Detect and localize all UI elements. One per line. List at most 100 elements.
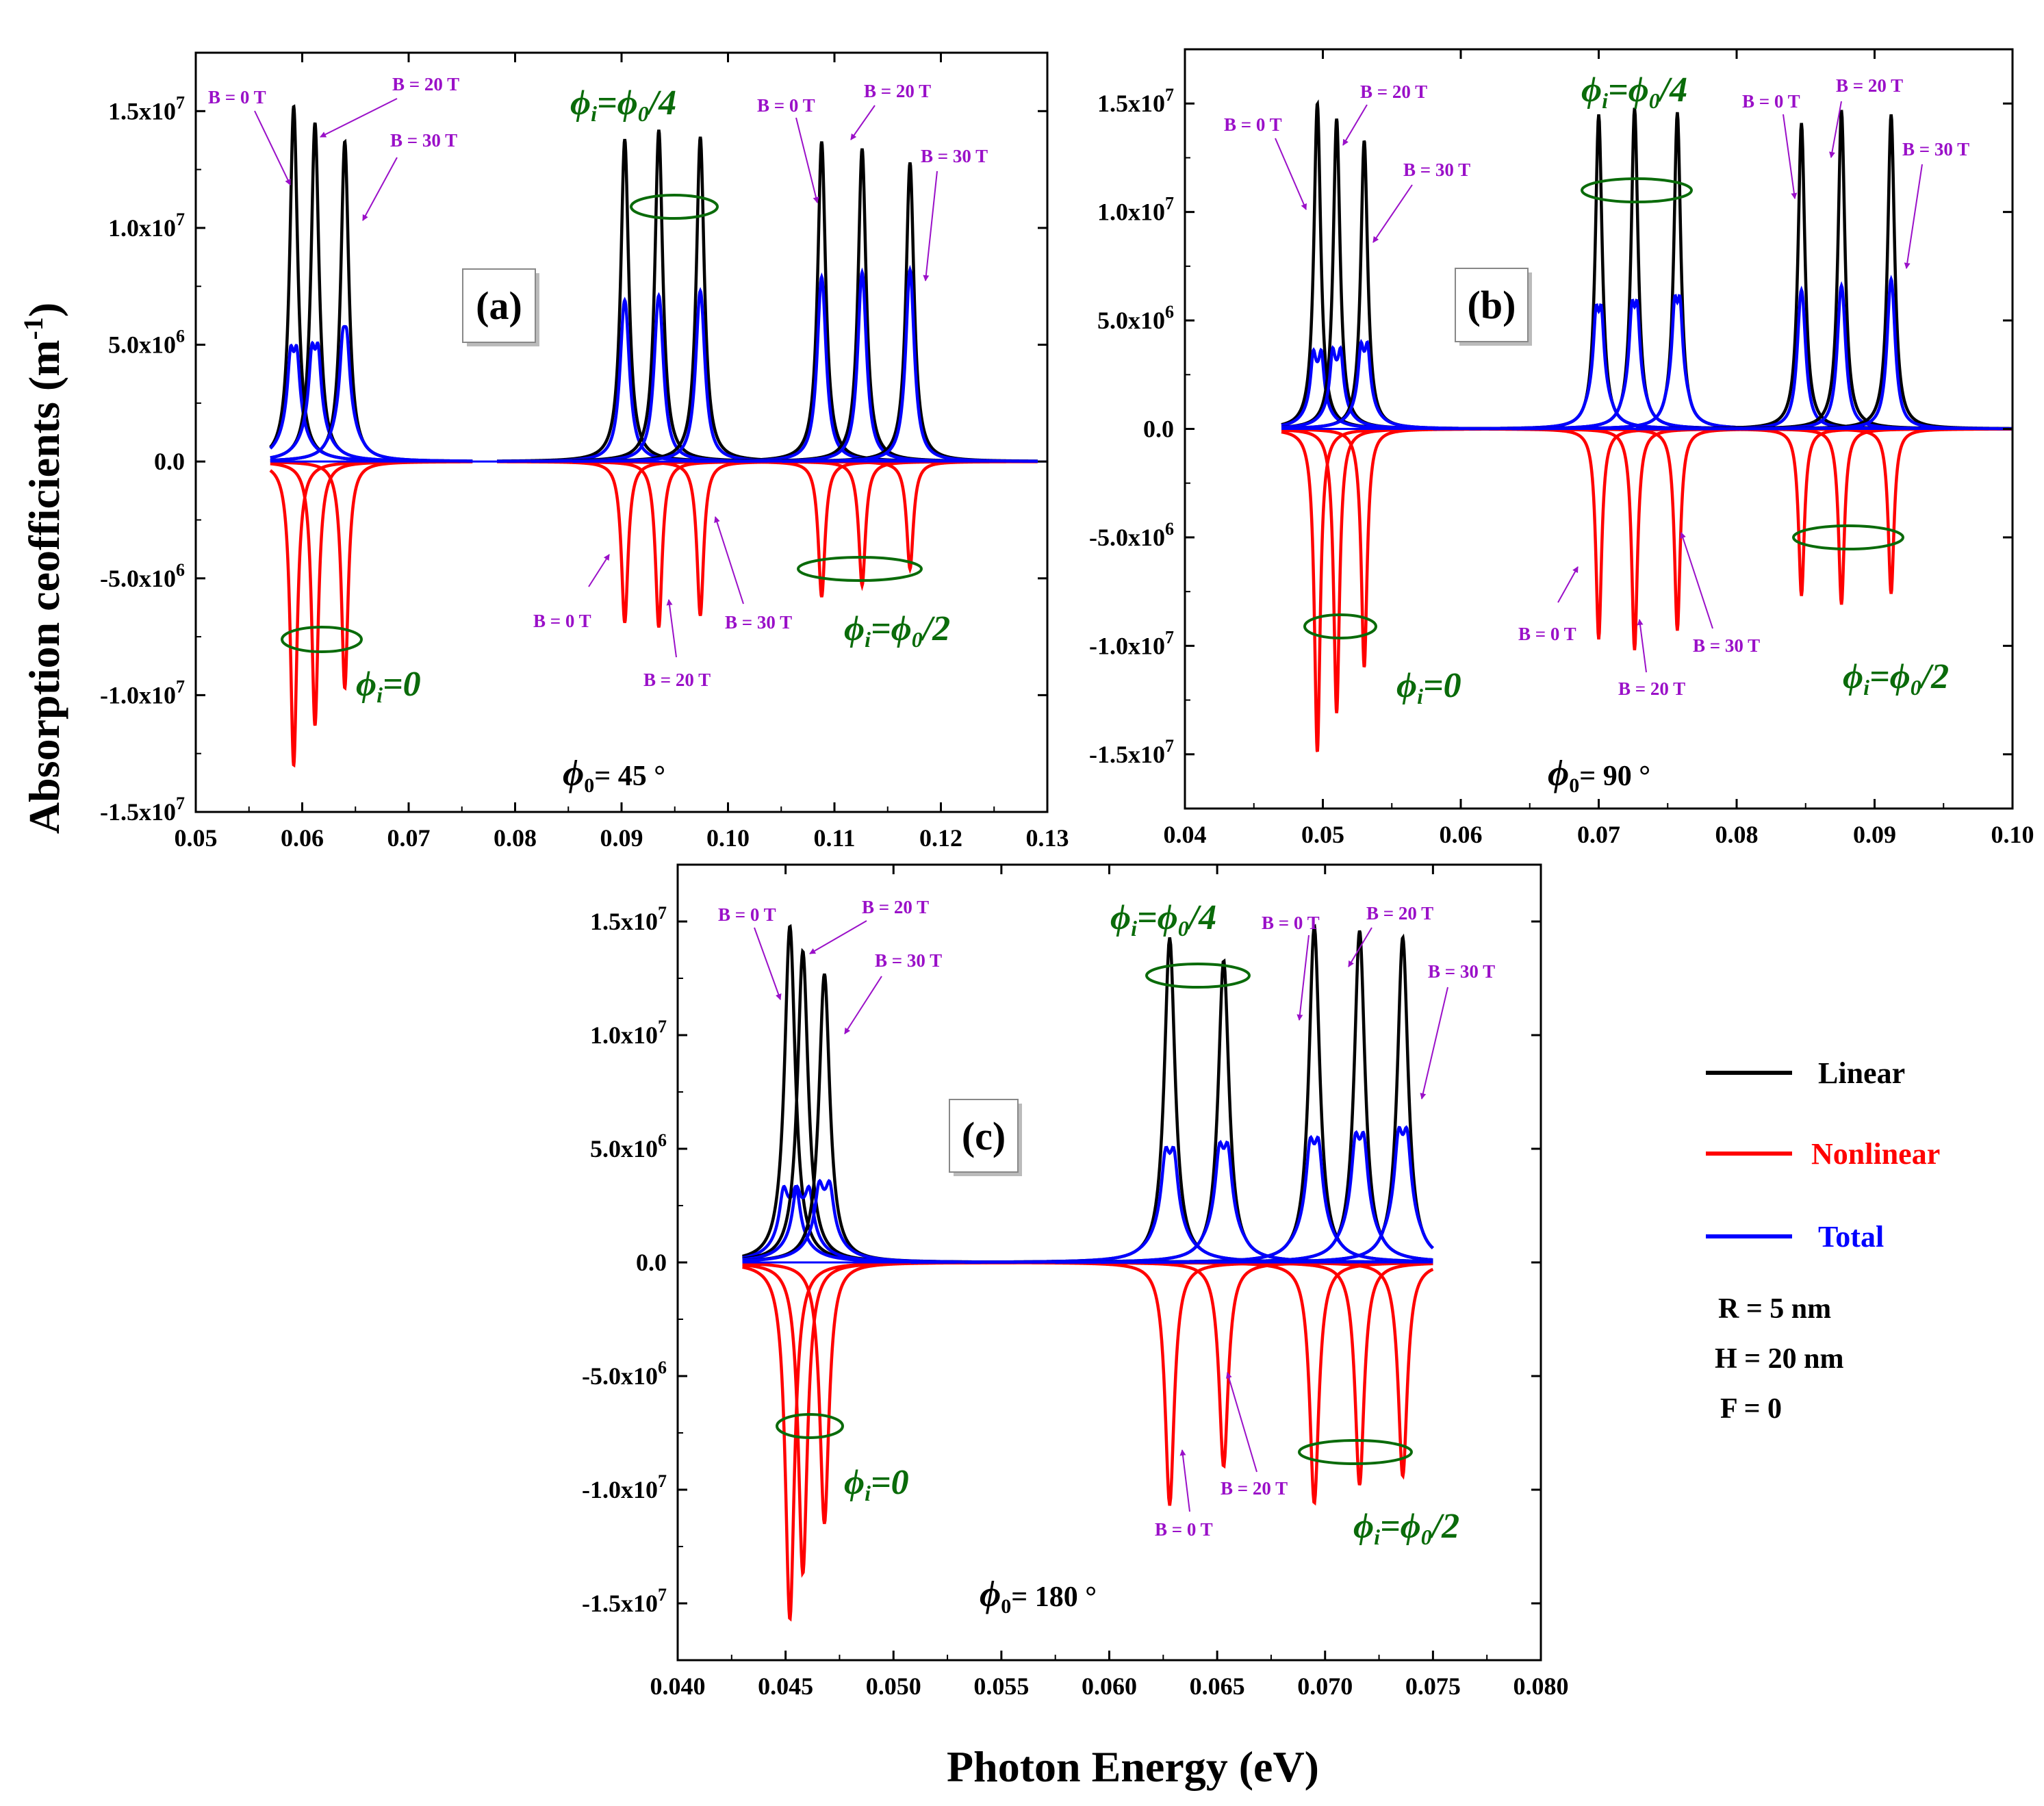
x-tick-label: 0.07 xyxy=(387,824,431,852)
y-tick-label: -5.0x106 xyxy=(582,1358,667,1390)
x-tick-label: 0.10 xyxy=(706,824,750,852)
y-tick-label: -1.0x107 xyxy=(100,676,185,709)
y-tick-label: 1.5x107 xyxy=(590,903,667,935)
legend-label-nonlinear: Nonlinear xyxy=(1811,1137,1940,1171)
y-tick-label: -1.5x107 xyxy=(100,793,185,826)
field-annotation: B = 0 T xyxy=(1742,91,1800,112)
group-ellipse xyxy=(1581,177,1693,203)
field-annotation: B = 20 T xyxy=(1366,903,1433,924)
x-tick-label: 0.13 xyxy=(1026,824,1069,852)
nonlinear-curve xyxy=(1725,427,2013,594)
group-label-zero: ϕi=0 xyxy=(844,1463,909,1505)
field-annotation: B = 30 T xyxy=(1693,635,1760,656)
y-tick-label: 5.0x106 xyxy=(108,327,185,359)
field-annotation: B = 0 T xyxy=(533,611,591,631)
field-annotation: B = 20 T xyxy=(643,670,711,690)
panel-label: (b) xyxy=(1455,268,1532,346)
parameter-field: F = 0 xyxy=(1720,1393,1782,1425)
x-axis-title: Photon Energy (eV) xyxy=(947,1742,1319,1791)
x-tick-label: 0.08 xyxy=(1715,821,1759,848)
field-annotation: B = 20 T xyxy=(1836,75,1903,96)
nonlinear-curve xyxy=(1433,427,1765,640)
x-tick-label: 0.040 xyxy=(650,1673,706,1700)
x-tick-label: 0.050 xyxy=(866,1673,921,1700)
field-annotation: B = 20 T xyxy=(864,81,931,101)
y-tick-label: -5.0x106 xyxy=(1089,519,1174,551)
legend-label-total: Total xyxy=(1818,1220,1884,1254)
panel-c: 0.040 0.045 0.050 0.055 0.060 0.065 0.070 0.075… xyxy=(582,863,1569,1700)
y-tick-label: -1.0x107 xyxy=(1089,627,1174,659)
linear-curve xyxy=(734,148,991,463)
y-tick-label: -1.5x107 xyxy=(582,1585,667,1617)
x-tick-label: 0.05 xyxy=(1301,821,1344,848)
y-tick-label: 0.0 xyxy=(1143,416,1174,443)
panel-label: (c) xyxy=(949,1099,1022,1176)
x-tick-label: 0.09 xyxy=(600,824,643,852)
group-label-half: ϕi=ϕ0/2 xyxy=(1843,657,1949,700)
nonlinear-curve xyxy=(1100,1260,1433,1486)
field-annotation: B = 0 T xyxy=(757,95,815,116)
nonlinear-curve xyxy=(1469,427,1800,650)
field-annotation: B = 20 T xyxy=(862,897,929,917)
x-tick-label: 0.07 xyxy=(1577,821,1620,848)
panel-a: 0.05 0.06 0.07 0.08 0.09 0.10 0.11 0.12 0.13 -1.5… xyxy=(100,51,1069,852)
group-label-quarter: ϕi=ϕ0/4 xyxy=(1110,898,1216,941)
x-tick-label: 0.070 xyxy=(1297,1673,1353,1700)
phi0-label: ϕ0= 45 ° xyxy=(563,752,665,797)
x-tick-label: 0.08 xyxy=(494,824,537,852)
panel-b: 0.04 0.05 0.06 0.07 0.08 0.09 0.10 -1.5x107 -1.0… xyxy=(1089,48,2034,848)
parameter-height: H = 20 nm xyxy=(1715,1343,1843,1375)
x-tick-label: 0.05 xyxy=(175,824,218,852)
field-annotation: B = 30 T xyxy=(1428,961,1495,982)
nonlinear-curve xyxy=(1055,1260,1433,1506)
field-annotation: B = 0 T xyxy=(1155,1519,1213,1540)
y-tick-label: 1.0x107 xyxy=(590,1017,667,1049)
x-tick-label: 0.12 xyxy=(919,824,962,852)
total-curve xyxy=(1100,1130,1433,1264)
parameters: R = 5 nm H = 20 nm F = 0 xyxy=(1715,1293,1843,1425)
total-curve xyxy=(270,340,443,463)
total-curve xyxy=(734,267,991,463)
field-annotation: B = 30 T xyxy=(1902,139,1969,160)
group-ellipse xyxy=(1792,524,1904,550)
group-ellipse xyxy=(1145,963,1251,989)
y-tick-label: 0.0 xyxy=(154,448,185,475)
panel-b-label: (b) xyxy=(1468,283,1516,327)
total-curve xyxy=(1725,275,2013,431)
x-tick-label: 0.06 xyxy=(281,824,324,852)
panel-c-label: (c) xyxy=(962,1114,1006,1158)
nonlinear-curve xyxy=(497,460,753,624)
group-label-quarter: ϕi=ϕ0/4 xyxy=(570,84,676,126)
nonlinear-curve xyxy=(1676,427,2007,605)
legend: Linear Nonlinear Total xyxy=(1706,1056,1940,1254)
nonlinear-curve xyxy=(572,460,828,616)
field-annotation: B = 30 T xyxy=(725,612,792,633)
field-annotation: B = 0 T xyxy=(718,904,776,925)
parameter-radius: R = 5 nm xyxy=(1718,1293,1831,1325)
y-tick-label: 1.0x107 xyxy=(108,209,185,242)
y-tick-label: -1.5x107 xyxy=(1089,736,1174,768)
y-tick-label: 5.0x106 xyxy=(1097,302,1174,334)
x-tick-label: 0.09 xyxy=(1853,821,1896,848)
group-ellipse xyxy=(281,626,363,653)
group-label-zero: ϕi=0 xyxy=(356,665,421,707)
group-label-quarter: ϕi=ϕ0/4 xyxy=(1581,71,1687,113)
plot-frame xyxy=(194,51,1049,813)
legend-label-linear: Linear xyxy=(1818,1056,1905,1090)
nonlinear-curve xyxy=(269,460,422,768)
field-annotation: B = 0 T xyxy=(208,87,266,107)
group-ellipse xyxy=(1303,613,1377,639)
plot-frame xyxy=(676,863,1542,1662)
phi0-label: ϕ0= 90 ° xyxy=(1548,752,1650,797)
y-tick-label: 1.0x107 xyxy=(1097,194,1174,226)
total-curve xyxy=(531,292,787,463)
x-tick-label: 0.04 xyxy=(1164,821,1207,848)
nonlinear-curve xyxy=(910,1260,1429,1506)
y-tick-label: -1.0x107 xyxy=(582,1471,667,1503)
nonlinear-curve xyxy=(270,460,473,691)
group-label-zero: ϕi=0 xyxy=(1396,666,1461,709)
nonlinear-curve xyxy=(782,460,1038,574)
nonlinear-curve xyxy=(531,460,787,628)
x-tick-label: 0.075 xyxy=(1405,1673,1461,1700)
